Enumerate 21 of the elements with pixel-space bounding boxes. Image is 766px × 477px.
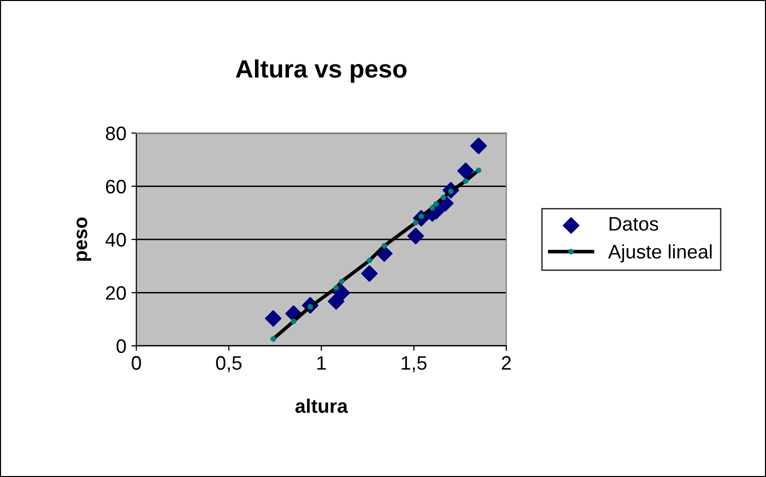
x-tick-label: 1,5 (402, 356, 427, 372)
chart-title: Altura vs peso (236, 59, 407, 83)
point (333, 284, 350, 302)
y-axis-title: peso (76, 218, 92, 261)
point (407, 228, 424, 244)
point (264, 310, 282, 327)
point (470, 138, 487, 154)
x-tick-label: 0,5 (216, 356, 242, 372)
y-tick-label: 80 (106, 126, 126, 140)
x-tick-label: 1 (317, 356, 326, 370)
y-tick-label: 60 (106, 180, 126, 194)
legend-label: Datos (610, 217, 658, 231)
y-tick-label: 20 (106, 286, 126, 300)
x-axis-title: altura (295, 398, 348, 413)
x-tick-label: 2 (502, 356, 511, 370)
x-tick-label: 0 (132, 356, 141, 370)
y-tick-label: 0 (116, 339, 126, 354)
legend-label: Ajuste lineal (608, 244, 712, 262)
point (457, 162, 474, 180)
point (361, 265, 378, 282)
y-tick-label: 40 (105, 232, 126, 247)
